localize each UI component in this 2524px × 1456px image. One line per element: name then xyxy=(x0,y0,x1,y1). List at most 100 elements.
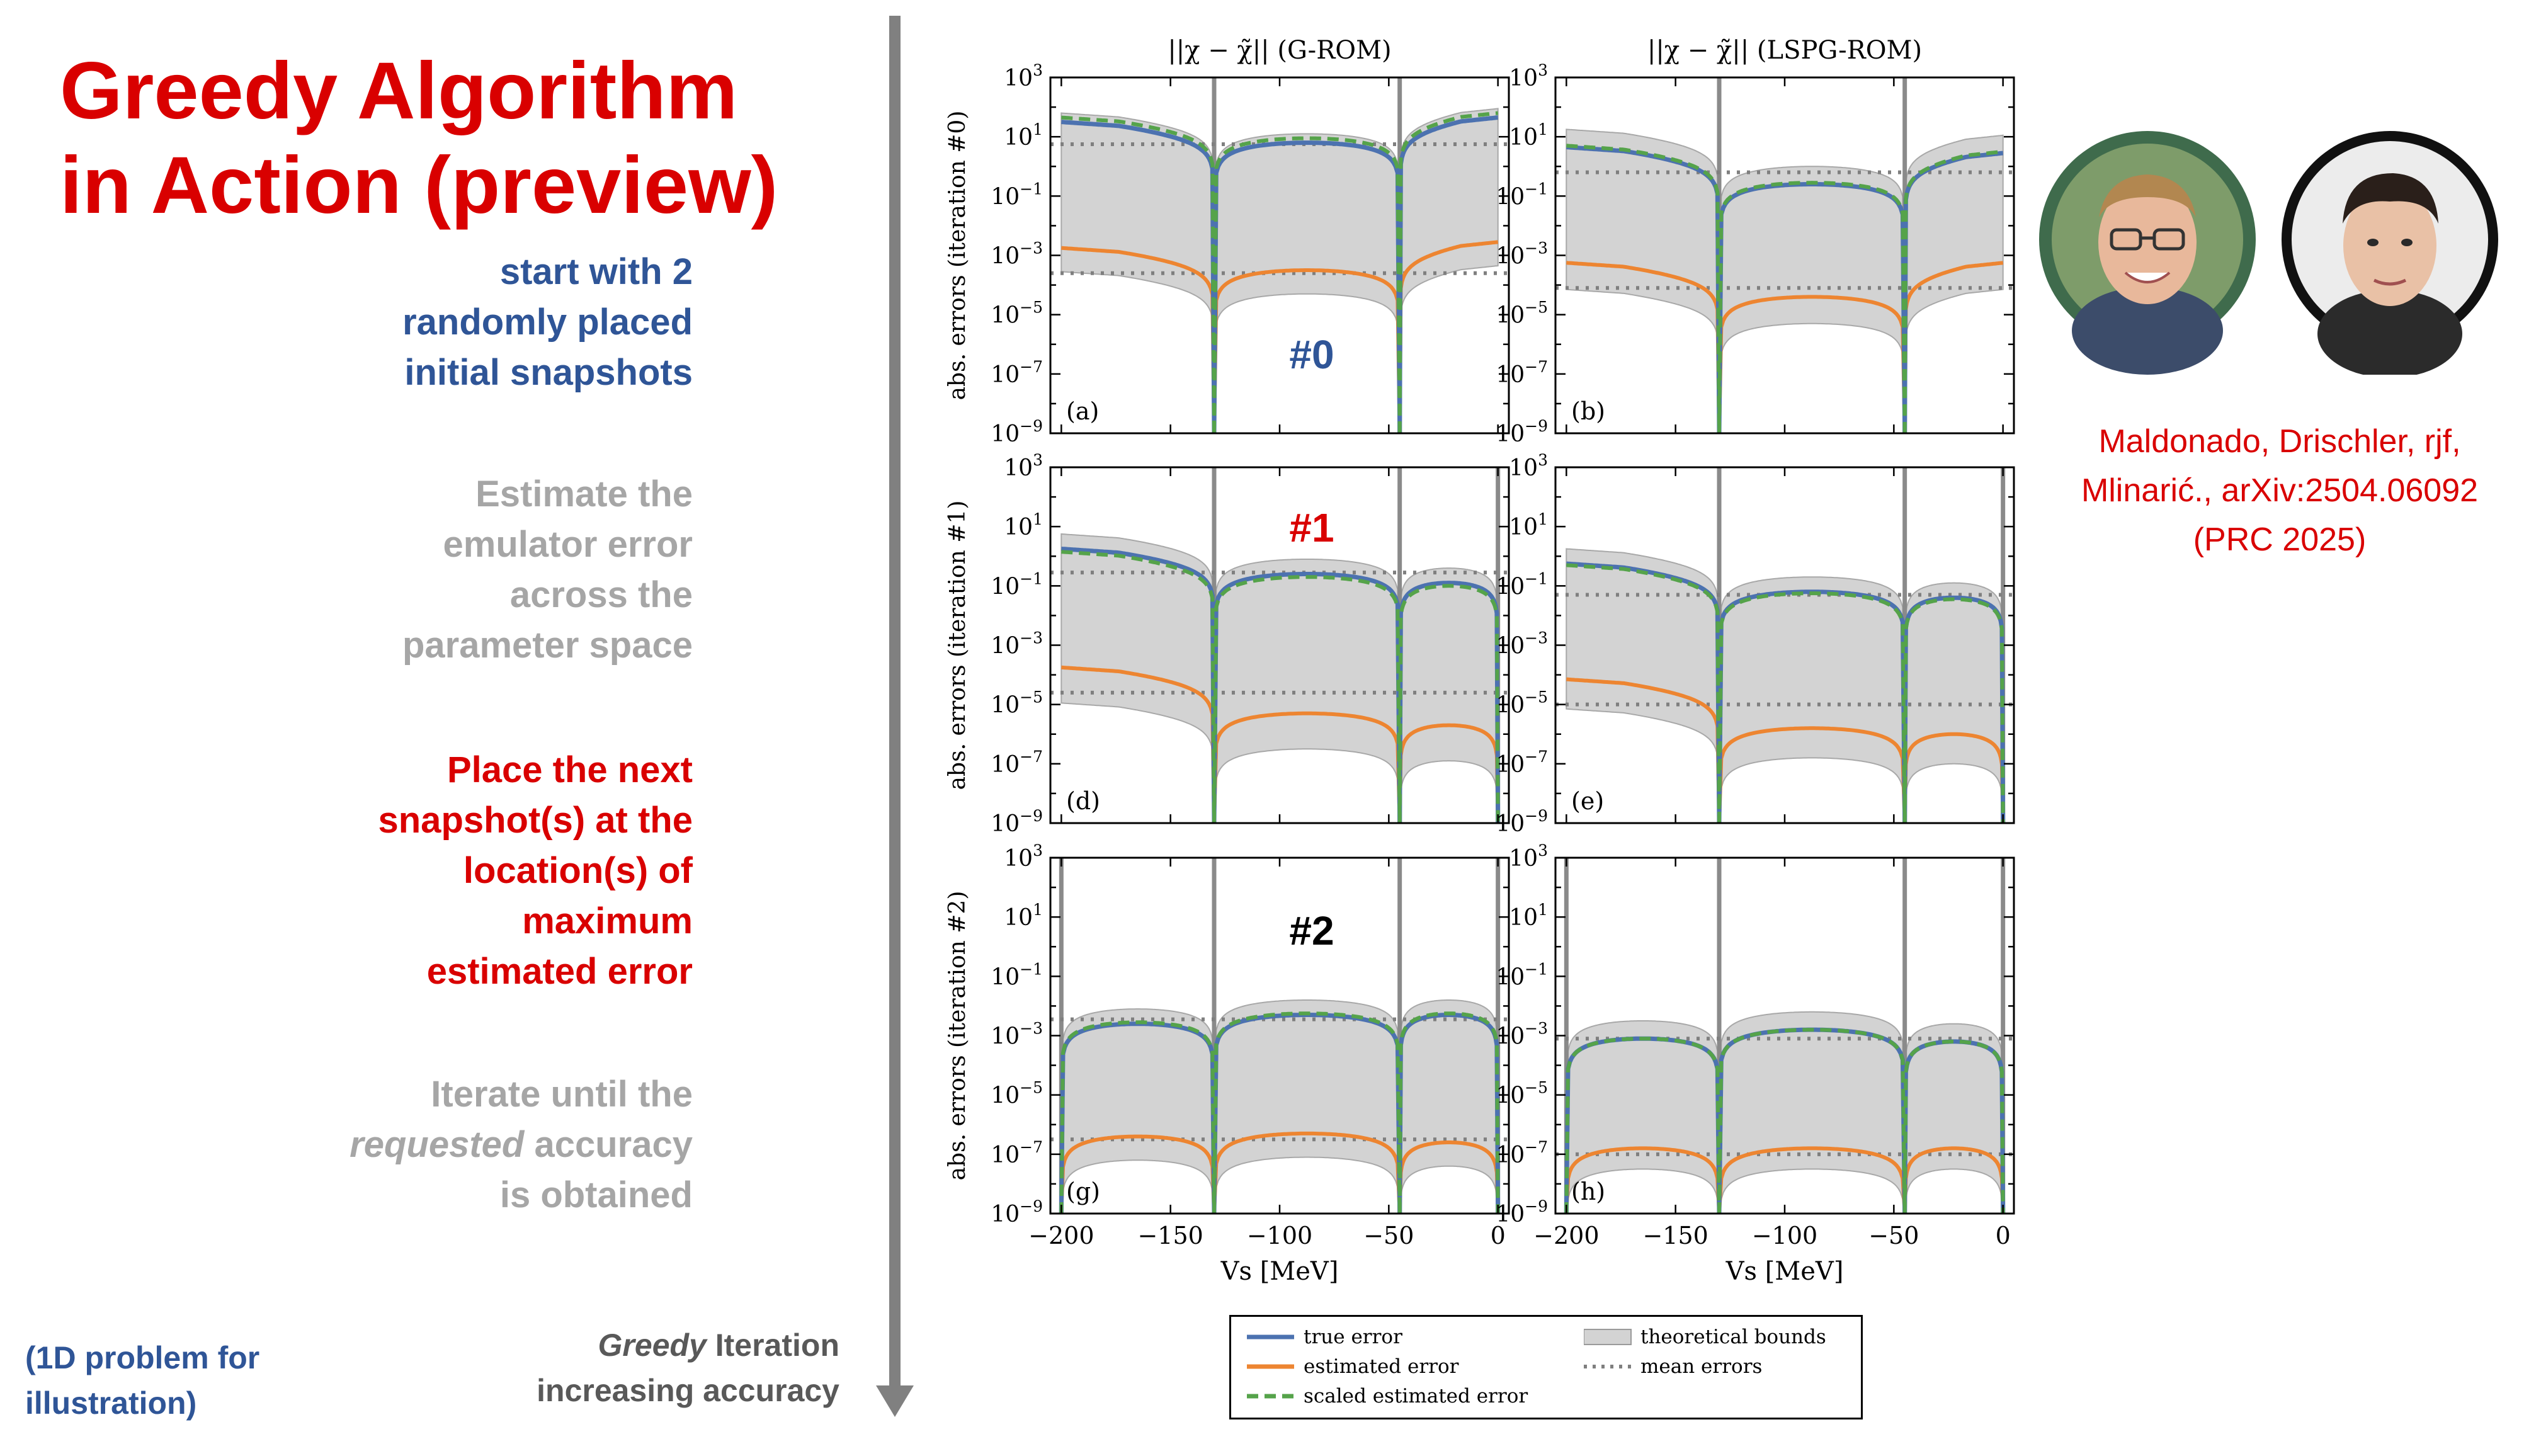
estimated-error-line xyxy=(1566,261,2004,433)
legend-label-bounds: theoretical bounds xyxy=(1640,1326,1826,1348)
citation-line: Maldonado, Drischler, rjf, xyxy=(2098,423,2461,460)
panel-label: (d) xyxy=(1066,787,1100,815)
legend-swatch-mean xyxy=(1584,1365,1631,1368)
legend-item-true-error xyxy=(1247,1328,1297,1351)
y-tick-label: 101 xyxy=(1004,120,1043,151)
note-line: (1D problem for xyxy=(25,1340,260,1375)
step-line: requested accuracy xyxy=(350,1120,693,1170)
y-tick-label: 10−3 xyxy=(1496,239,1548,270)
y-axis-label: abs. errors (iteration #1) xyxy=(945,501,970,790)
author-photos xyxy=(2039,131,2498,375)
iteration-label: #2 xyxy=(1289,908,1334,953)
y-tick-label: 10−5 xyxy=(1496,1079,1548,1109)
iteration-label: #0 xyxy=(1289,332,1334,377)
y-tick-label: 10−5 xyxy=(991,688,1043,719)
step-line: emulator error xyxy=(443,524,693,565)
arrow-label-line: increasing accuracy xyxy=(537,1373,839,1408)
y-tick-label: 10−3 xyxy=(991,239,1043,270)
y-tick-label: 101 xyxy=(1509,510,1548,540)
author-photo-1 xyxy=(2039,131,2256,375)
x-tick-label: −50 xyxy=(1363,1222,1414,1249)
y-tick-label: 10−1 xyxy=(1496,179,1548,210)
y-tick-label: 103 xyxy=(1004,451,1043,481)
y-tick-label: 10−7 xyxy=(991,358,1043,388)
theoretical-bounds-band xyxy=(1060,999,1499,1214)
step-place-snapshots: Place the next snapshot(s) at the locati… xyxy=(378,745,693,997)
step-line: snapshot(s) at the xyxy=(378,800,693,841)
title-line-2: in Action (preview) xyxy=(60,140,778,230)
step-line: randomly placed xyxy=(402,302,693,343)
step-estimate-error: Estimate the emulator error across the p… xyxy=(402,469,693,671)
estimated-error-line xyxy=(1061,665,1500,823)
legend-label-scaled: scaled estimated error xyxy=(1304,1385,1528,1408)
y-tick-label: 10−7 xyxy=(1496,748,1548,778)
y-tick-label: 10−3 xyxy=(1496,1020,1548,1050)
y-tick-label: 10−5 xyxy=(991,299,1043,329)
y-tick-label: 103 xyxy=(1509,61,1548,91)
scaled-estimated-error-line xyxy=(1566,563,2005,823)
panel-label: (b) xyxy=(1571,397,1605,425)
iteration-label: #1 xyxy=(1289,505,1334,550)
y-tick-label: 10−7 xyxy=(991,1138,1043,1168)
step-line-rest: accuracy xyxy=(524,1124,693,1165)
estimated-error-line xyxy=(1059,1131,1500,1214)
step-line: estimated error xyxy=(426,951,693,992)
y-tick-label: 10−7 xyxy=(1496,358,1548,388)
y-tick-label: 101 xyxy=(1509,901,1548,931)
y-tick-label: 10−3 xyxy=(991,1020,1043,1050)
x-axis-label: Vs [MeV] xyxy=(1220,1257,1339,1286)
true-error-line xyxy=(1061,547,1501,823)
iteration-arrow-head xyxy=(876,1385,914,1417)
note-line: illustration) xyxy=(25,1385,197,1421)
y-tick-label: 10−9 xyxy=(1496,417,1548,447)
legend-swatch-estimated xyxy=(1247,1364,1294,1369)
x-tick-label: 0 xyxy=(1996,1222,2011,1249)
x-axis-label: Vs [MeV] xyxy=(1725,1257,1844,1286)
panel-label: (e) xyxy=(1571,787,1604,815)
y-tick-label: 10−1 xyxy=(1496,569,1548,600)
step-line: Place the next xyxy=(446,749,693,790)
citation-line: (PRC 2025) xyxy=(2193,521,2367,558)
theoretical-bounds-band xyxy=(1566,128,2004,433)
column-title: ||χ − χ̃|| (G-ROM) xyxy=(1168,36,1391,65)
panel-label: (a) xyxy=(1066,397,1099,425)
estimated-error-line xyxy=(1061,240,1499,433)
scaled-estimated-error-line xyxy=(1061,550,1500,823)
estimated-error-line xyxy=(1564,1146,2005,1214)
legend-item-mean xyxy=(1584,1357,1634,1381)
scaled-estimated-error-line xyxy=(1061,111,1499,433)
x-tick-label: −200 xyxy=(1533,1222,1599,1249)
legend-item-scaled xyxy=(1247,1387,1297,1411)
step-emphasis: requested xyxy=(350,1124,525,1165)
true-error-line xyxy=(1061,115,1498,433)
y-tick-label: 10−9 xyxy=(991,417,1043,447)
y-axis-label: abs. errors (iteration #2) xyxy=(945,891,970,1181)
step-line: initial snapshots xyxy=(404,352,693,393)
y-tick-label: 101 xyxy=(1004,901,1043,931)
chart-legend: true error estimated error scaled estima… xyxy=(1229,1315,1863,1419)
step-line: Estimate the xyxy=(475,474,693,515)
x-tick-label: −100 xyxy=(1247,1222,1312,1249)
y-axis-label: abs. errors (iteration #0) xyxy=(945,111,970,401)
arrow-label-line: Greedy Iteration xyxy=(537,1322,839,1368)
arrow-label-emphasis: Greedy xyxy=(598,1328,707,1363)
y-tick-label: 103 xyxy=(1004,61,1043,91)
legend-swatch-true xyxy=(1247,1334,1294,1339)
y-tick-label: 10−1 xyxy=(1496,960,1548,990)
y-tick-label: 10−1 xyxy=(991,179,1043,210)
iteration-arrow xyxy=(889,16,901,1392)
step-line: parameter space xyxy=(402,625,693,666)
panel-label: (h) xyxy=(1571,1178,1605,1205)
estimated-error-line xyxy=(1566,677,2005,823)
y-tick-label: 103 xyxy=(1004,841,1043,872)
x-tick-label: −100 xyxy=(1752,1222,1817,1249)
note-1d-problem: (1D problem for illustration) xyxy=(25,1335,259,1426)
column-title: ||χ − χ̃|| (LSPG-ROM) xyxy=(1647,36,1922,65)
y-tick-label: 10−3 xyxy=(1496,629,1548,659)
x-tick-label: −150 xyxy=(1137,1222,1203,1249)
y-tick-label: 10−1 xyxy=(991,960,1043,990)
x-tick-label: −200 xyxy=(1028,1222,1094,1249)
y-tick-label: 10−9 xyxy=(1496,807,1548,837)
y-tick-label: 10−3 xyxy=(991,629,1043,659)
